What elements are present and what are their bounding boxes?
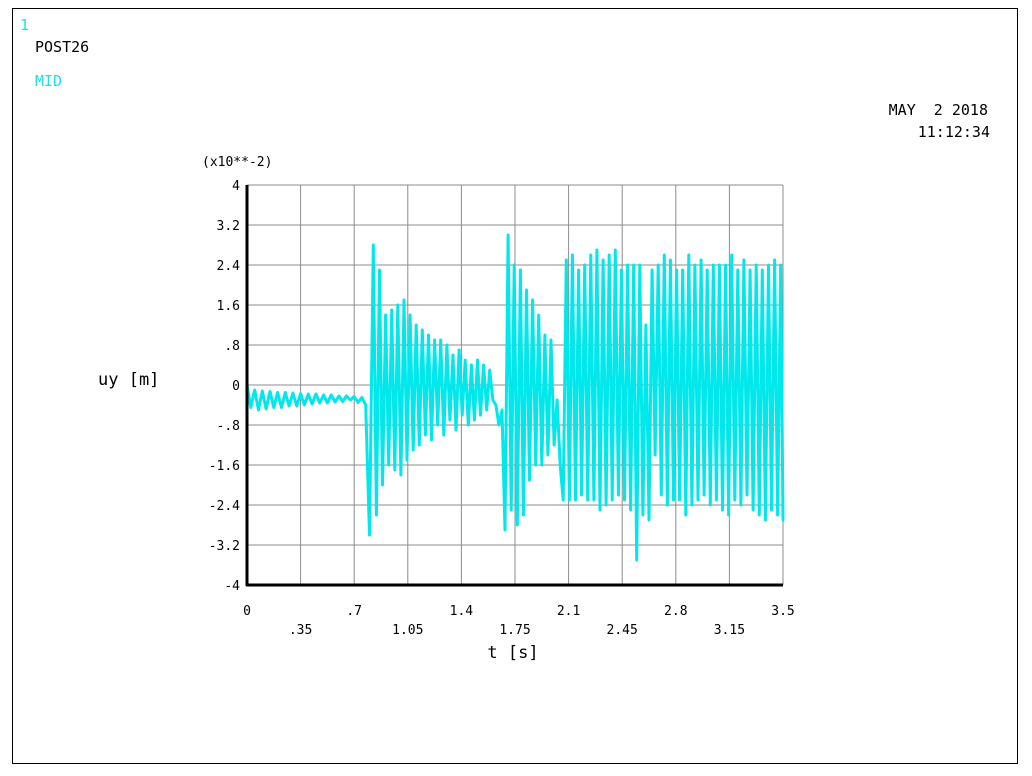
x-axis-label: t [s] [487,643,538,663]
curve-layer [245,233,785,562]
x-tick-label: .7 [346,604,362,619]
x-tick-label: 2.1 [557,604,580,619]
x-tick-label: 1.05 [392,623,423,638]
y-tick-label: -2.4 [209,499,240,514]
x-tick-label: 0 [243,604,251,619]
tick-labels: 0 .35 .7 1.05 1.4 1.75 2.1 2.45 2.8 3.15 3.5 4 3.2 2.… [209,179,795,638]
y-tick-label: .8 [224,339,240,354]
x-tick-label: 2.8 [664,604,687,619]
axes [245,185,783,587]
y-tick-label: -1.6 [209,459,240,474]
graphics-window-frame [12,8,1018,764]
y-tick-label: 1.6 [217,299,240,314]
y-tick-label: 3.2 [217,219,240,234]
y-tick-label: 2.4 [217,259,241,274]
time-label: 11:12:34 [917,123,990,141]
x-tick-label: .35 [289,623,312,638]
x-tick-label: 1.75 [499,623,530,638]
program-label: POST26 [35,38,90,56]
y-tick-label: -4 [224,579,240,594]
x-tick-label: 3.15 [714,623,745,638]
x-tick-label: 1.4 [450,604,474,619]
y-axis-label: uy [m] [98,370,159,390]
x-tick-label: 2.45 [607,623,638,638]
y-scale-label: (x10**-2) [202,155,272,170]
date-label: MAY 2 2018 [888,101,988,119]
y-tick-label: 0 [232,379,240,394]
legend-variable-label: MID [35,72,63,90]
y-tick-label: -3.2 [209,539,240,554]
series-line-mid [245,233,785,562]
window-number: 1 [20,16,30,34]
y-tick-label: 4 [232,179,240,194]
y-tick-label: -.8 [217,419,240,434]
x-tick-label: 3.5 [771,604,794,619]
